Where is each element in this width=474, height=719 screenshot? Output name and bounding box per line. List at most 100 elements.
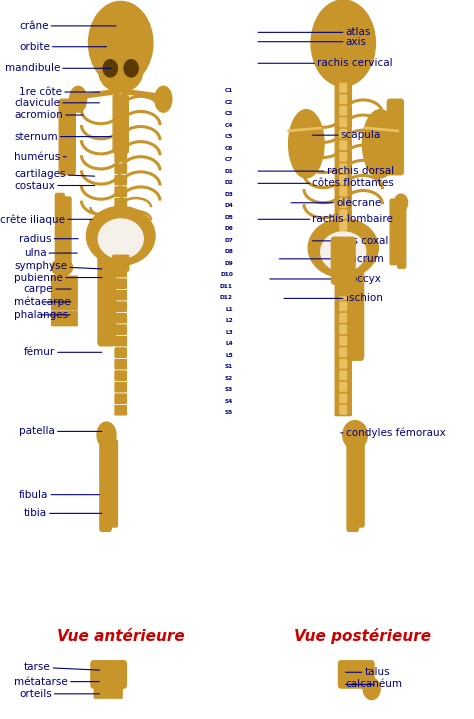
Ellipse shape <box>97 422 116 448</box>
FancyBboxPatch shape <box>98 240 116 346</box>
Text: L3: L3 <box>225 330 233 334</box>
Text: Vue antérieure: Vue antérieure <box>57 629 184 644</box>
FancyBboxPatch shape <box>73 311 77 326</box>
FancyBboxPatch shape <box>73 276 77 310</box>
Text: patella: patella <box>19 426 102 436</box>
Text: atlas: atlas <box>258 27 371 37</box>
Text: mandibule: mandibule <box>5 63 111 73</box>
Text: Vue postérieure: Vue postérieure <box>293 628 431 644</box>
FancyBboxPatch shape <box>346 255 364 360</box>
FancyBboxPatch shape <box>115 244 127 254</box>
FancyBboxPatch shape <box>115 129 127 139</box>
FancyBboxPatch shape <box>115 371 127 380</box>
FancyBboxPatch shape <box>340 406 346 414</box>
FancyBboxPatch shape <box>340 325 346 334</box>
Text: cartilages: cartilages <box>14 169 95 179</box>
FancyBboxPatch shape <box>335 186 351 197</box>
FancyBboxPatch shape <box>117 684 122 698</box>
Text: ulna: ulna <box>24 248 77 258</box>
FancyBboxPatch shape <box>335 301 351 312</box>
FancyBboxPatch shape <box>115 313 127 323</box>
FancyBboxPatch shape <box>52 311 56 326</box>
FancyBboxPatch shape <box>340 394 346 403</box>
FancyBboxPatch shape <box>115 302 127 311</box>
Text: D3: D3 <box>224 192 233 196</box>
FancyBboxPatch shape <box>115 141 127 150</box>
Ellipse shape <box>89 1 153 85</box>
Text: D9: D9 <box>224 261 233 265</box>
FancyBboxPatch shape <box>335 244 351 255</box>
FancyBboxPatch shape <box>113 255 129 271</box>
FancyBboxPatch shape <box>115 187 127 196</box>
FancyBboxPatch shape <box>335 232 351 243</box>
Ellipse shape <box>321 232 366 271</box>
Text: D8: D8 <box>224 249 233 254</box>
Text: olécrane: olécrane <box>291 198 382 208</box>
Text: D12: D12 <box>220 296 233 300</box>
Text: radius: radius <box>19 234 78 244</box>
FancyBboxPatch shape <box>115 175 127 185</box>
FancyBboxPatch shape <box>340 164 346 173</box>
Text: rachis lombaire: rachis lombaire <box>258 214 393 224</box>
FancyBboxPatch shape <box>340 279 346 288</box>
FancyBboxPatch shape <box>115 256 127 265</box>
Text: D6: D6 <box>224 226 233 231</box>
Ellipse shape <box>363 678 380 700</box>
Text: C1: C1 <box>225 88 233 93</box>
FancyBboxPatch shape <box>335 152 351 162</box>
Text: os coxal: os coxal <box>312 236 388 246</box>
FancyBboxPatch shape <box>331 237 355 284</box>
Ellipse shape <box>343 421 367 449</box>
Ellipse shape <box>289 109 324 178</box>
Text: C7: C7 <box>225 157 233 162</box>
Text: D4: D4 <box>224 203 233 208</box>
Text: D1: D1 <box>224 169 233 173</box>
Text: tibia: tibia <box>24 508 102 518</box>
FancyBboxPatch shape <box>115 221 127 231</box>
FancyBboxPatch shape <box>340 141 346 150</box>
FancyBboxPatch shape <box>340 336 346 345</box>
FancyBboxPatch shape <box>340 233 346 242</box>
Ellipse shape <box>155 86 172 112</box>
FancyBboxPatch shape <box>340 187 346 196</box>
Text: S5: S5 <box>225 411 233 415</box>
FancyBboxPatch shape <box>340 106 346 115</box>
Text: D11: D11 <box>220 284 233 288</box>
FancyBboxPatch shape <box>335 129 351 139</box>
Ellipse shape <box>394 194 408 211</box>
FancyBboxPatch shape <box>335 370 351 381</box>
FancyBboxPatch shape <box>335 117 351 128</box>
Text: condyles fémoraux: condyles fémoraux <box>341 428 446 438</box>
FancyBboxPatch shape <box>340 256 346 265</box>
Text: scapula: scapula <box>312 130 381 140</box>
Text: coccyx: coccyx <box>270 274 382 284</box>
Text: sacrum: sacrum <box>279 254 384 264</box>
Ellipse shape <box>86 206 155 265</box>
FancyBboxPatch shape <box>335 175 351 186</box>
FancyBboxPatch shape <box>115 279 127 288</box>
FancyBboxPatch shape <box>340 129 346 138</box>
Ellipse shape <box>311 0 375 86</box>
FancyBboxPatch shape <box>63 197 71 265</box>
Text: fémur: fémur <box>24 347 102 357</box>
FancyBboxPatch shape <box>115 336 127 346</box>
FancyBboxPatch shape <box>335 140 351 151</box>
FancyBboxPatch shape <box>115 233 127 242</box>
FancyBboxPatch shape <box>335 83 351 93</box>
FancyBboxPatch shape <box>335 267 351 278</box>
FancyBboxPatch shape <box>115 106 127 116</box>
FancyBboxPatch shape <box>335 359 351 370</box>
FancyBboxPatch shape <box>340 244 346 253</box>
FancyBboxPatch shape <box>106 684 111 698</box>
FancyBboxPatch shape <box>335 94 351 105</box>
FancyBboxPatch shape <box>336 277 350 296</box>
Text: S1: S1 <box>225 365 233 369</box>
FancyBboxPatch shape <box>62 311 67 326</box>
FancyBboxPatch shape <box>340 313 346 322</box>
Text: crête iliaque: crête iliaque <box>0 214 92 224</box>
Text: pubienne: pubienne <box>14 273 102 283</box>
Text: S4: S4 <box>225 399 233 403</box>
Text: rachis cervical: rachis cervical <box>258 58 393 68</box>
Text: axis: axis <box>258 37 366 47</box>
FancyBboxPatch shape <box>335 198 351 209</box>
